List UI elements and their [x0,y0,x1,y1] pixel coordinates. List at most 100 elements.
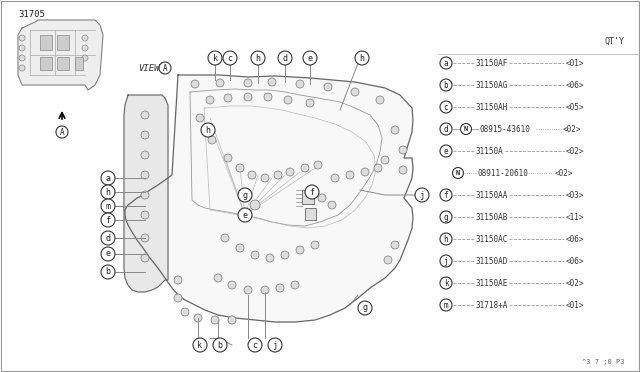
Text: h: h [444,234,448,244]
Text: e: e [243,211,248,219]
Circle shape [391,126,399,134]
Circle shape [238,188,252,202]
Circle shape [351,88,359,96]
Circle shape [384,256,392,264]
Text: c: c [227,54,232,62]
Circle shape [204,124,212,132]
Circle shape [440,79,452,91]
Text: A: A [163,64,167,73]
Circle shape [399,146,407,154]
Text: a: a [106,173,111,183]
Circle shape [236,244,244,252]
Polygon shape [18,20,103,90]
Circle shape [314,161,322,169]
Circle shape [261,174,269,182]
Circle shape [286,168,294,176]
Circle shape [191,80,199,88]
Circle shape [374,164,382,172]
Circle shape [440,277,452,289]
Circle shape [296,246,304,254]
Circle shape [361,168,369,176]
Circle shape [311,241,319,249]
Text: h: h [205,125,211,135]
Text: j: j [444,257,448,266]
Circle shape [141,191,149,199]
Circle shape [101,171,115,185]
Circle shape [281,251,289,259]
Text: A: A [60,128,64,137]
Circle shape [82,45,88,51]
Circle shape [355,51,369,65]
Circle shape [381,156,389,164]
Circle shape [346,171,354,179]
Text: 31718+A: 31718+A [476,301,508,310]
Circle shape [201,123,215,137]
Bar [75,57,83,70]
Circle shape [440,145,452,157]
Text: c: c [444,103,448,112]
Circle shape [452,167,463,179]
Bar [40,35,52,50]
Circle shape [251,51,265,65]
Circle shape [214,274,222,282]
Text: 31150AG: 31150AG [476,80,508,90]
Text: d: d [444,125,448,134]
Circle shape [238,208,252,222]
Circle shape [101,231,115,245]
Circle shape [440,189,452,201]
Circle shape [358,301,372,315]
Circle shape [328,201,336,209]
Circle shape [461,124,472,135]
Circle shape [244,286,252,294]
Text: h: h [255,54,260,62]
Circle shape [415,188,429,202]
Text: d: d [282,54,287,62]
Circle shape [440,57,452,69]
Circle shape [324,83,332,91]
Text: k: k [212,54,218,62]
Circle shape [278,51,292,65]
Circle shape [244,93,252,101]
Bar [302,190,314,204]
Text: 31150A: 31150A [476,147,504,155]
Circle shape [141,111,149,119]
Circle shape [141,234,149,242]
Circle shape [306,99,314,107]
Polygon shape [124,95,168,292]
Text: 31150AB: 31150AB [476,212,508,221]
Text: h: h [360,54,365,62]
Circle shape [141,211,149,219]
Bar [40,57,52,70]
Text: k: k [444,279,448,288]
Circle shape [101,247,115,261]
Text: b: b [218,340,223,350]
Circle shape [248,171,256,179]
Polygon shape [125,75,413,322]
Circle shape [318,194,326,202]
Circle shape [228,281,236,289]
Circle shape [82,35,88,41]
Text: h: h [106,187,111,196]
Text: b: b [444,80,448,90]
Circle shape [331,174,339,182]
Text: g: g [444,212,448,221]
Text: <02>: <02> [566,279,584,288]
Circle shape [244,79,252,87]
Circle shape [376,96,384,104]
Text: m: m [106,202,111,211]
Circle shape [216,79,224,87]
Circle shape [301,164,309,172]
Circle shape [174,294,182,302]
Circle shape [19,45,25,51]
Text: e: e [106,250,111,259]
Circle shape [276,284,284,292]
Text: 31150AD: 31150AD [476,257,508,266]
Circle shape [268,78,276,86]
Circle shape [82,55,88,61]
Circle shape [208,51,222,65]
Circle shape [440,233,452,245]
Text: N: N [464,126,468,132]
Circle shape [251,251,259,259]
Circle shape [440,255,452,267]
Text: d: d [106,234,111,243]
